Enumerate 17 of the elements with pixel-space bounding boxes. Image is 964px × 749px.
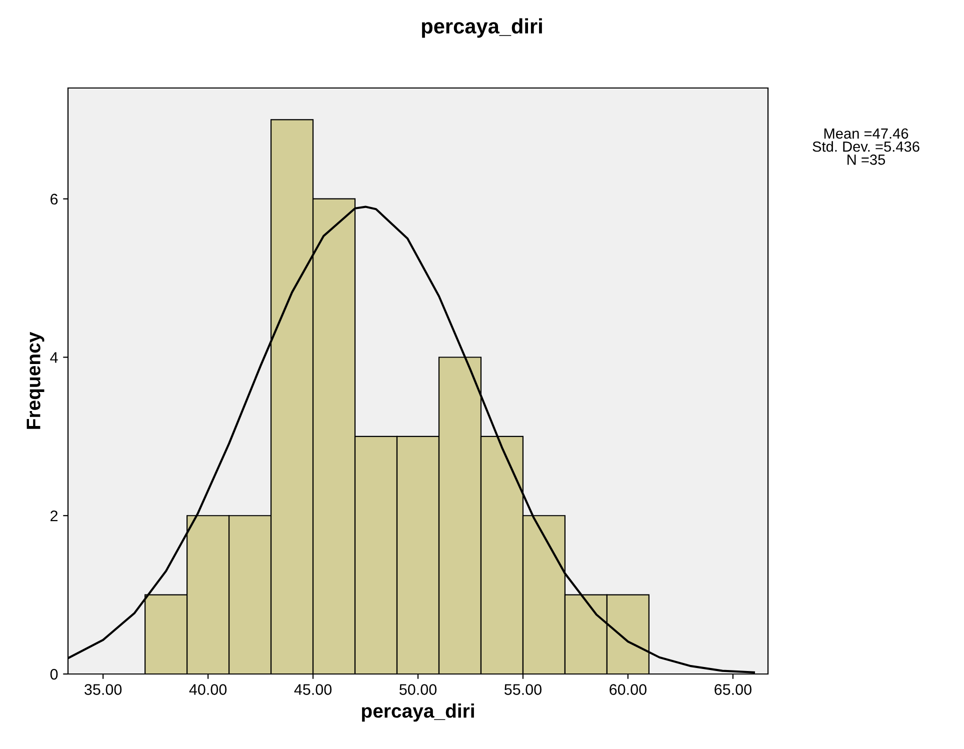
x-tick-label: 65.00: [714, 684, 752, 695]
x-tick-label: 50.00: [399, 684, 437, 695]
text: N =35: [848, 154, 886, 165]
y-tick-label: 0: [50, 668, 58, 680]
x-tick-label: 45.00: [294, 684, 332, 695]
x-axis-title: percaya_diri: [362, 704, 474, 722]
chart-title: percaya_diri: [422, 18, 542, 38]
x-tick-label: 40.00: [189, 684, 227, 695]
text: Mean =47.46: [824, 128, 908, 139]
y-tick-label: 6: [50, 194, 58, 205]
y-tick-label: 2: [50, 510, 58, 522]
text: Std. Dev. =5.436: [812, 141, 920, 152]
x-tick-label: 55.00: [504, 684, 542, 695]
y-axis-title: Frequency: [26, 332, 44, 429]
x-tick-label: 35.00: [84, 684, 122, 695]
y-tick-label: 4: [50, 352, 58, 363]
x-tick-label: 60.00: [610, 684, 646, 695]
